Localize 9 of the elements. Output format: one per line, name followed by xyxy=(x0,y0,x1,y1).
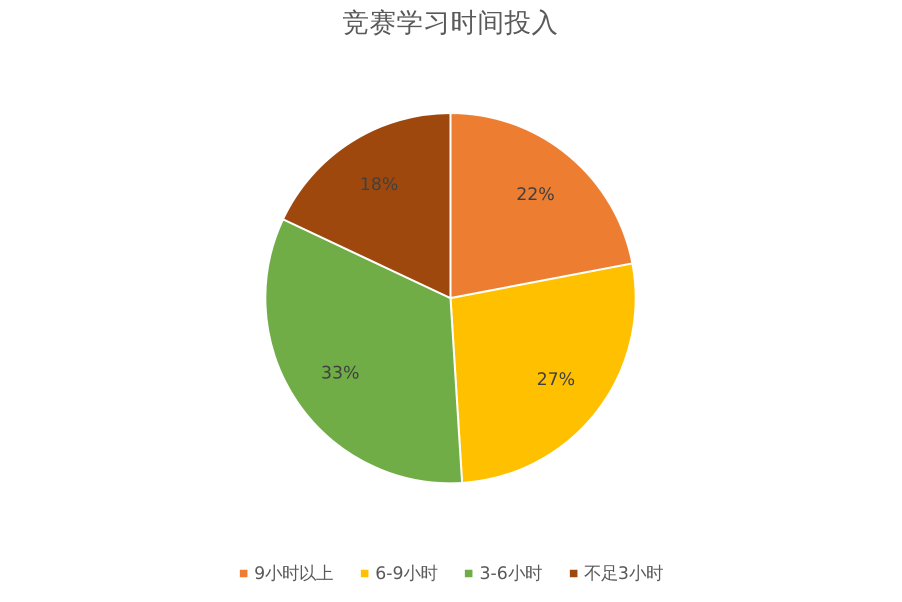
data-label: 33% xyxy=(320,363,360,384)
data-label: 18% xyxy=(360,175,398,196)
data-label: 22% xyxy=(516,185,555,206)
legend-label: 3-6小时 xyxy=(480,563,542,585)
legend-label: 9小时以上 xyxy=(254,563,334,585)
legend-label: 不足3小时 xyxy=(584,563,663,585)
legend-label: 6-9小时 xyxy=(375,563,438,585)
data-label: 27% xyxy=(536,370,576,390)
chart-title: 竞赛学习时间投入 xyxy=(342,8,558,38)
